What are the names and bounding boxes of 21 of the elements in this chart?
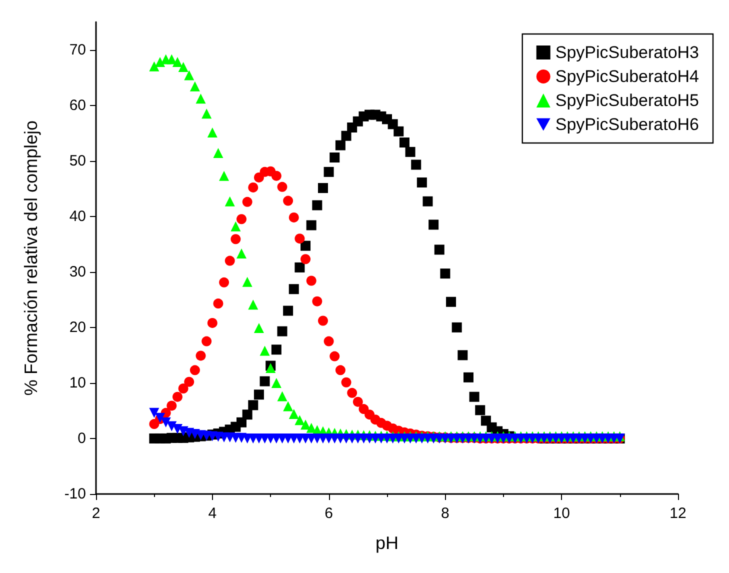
legend-label: SpyPicSuberatoH3 <box>555 43 700 62</box>
x-tick-label: 2 <box>92 505 100 522</box>
x-axis-title: pH <box>375 533 399 553</box>
legend-label: SpyPicSuberatoH5 <box>555 91 700 110</box>
y-tick-label: 70 <box>69 41 86 58</box>
x-tick-label: 6 <box>324 505 333 522</box>
y-tick-label: 60 <box>69 96 86 114</box>
x-tick-label: 10 <box>553 505 570 522</box>
x-tick-label: 12 <box>670 505 686 522</box>
y-axis-title: % Formación relativa del complejo <box>21 120 41 396</box>
legend-label: SpyPicSuberatoH4 <box>555 67 700 86</box>
y-tick-label: 50 <box>69 152 86 170</box>
y-tick-label: 30 <box>69 263 86 280</box>
y-tick-label: 40 <box>69 208 86 225</box>
y-tick-label: 10 <box>69 374 86 392</box>
y-tick-label: -10 <box>64 486 86 502</box>
y-tick-label: 20 <box>69 318 86 336</box>
x-tick-label: 4 <box>208 505 217 522</box>
legend-label: SpyPicSuberatoH6 <box>555 115 700 134</box>
x-tick-label: 8 <box>441 505 450 522</box>
y-tick-label: 0 <box>78 430 86 447</box>
